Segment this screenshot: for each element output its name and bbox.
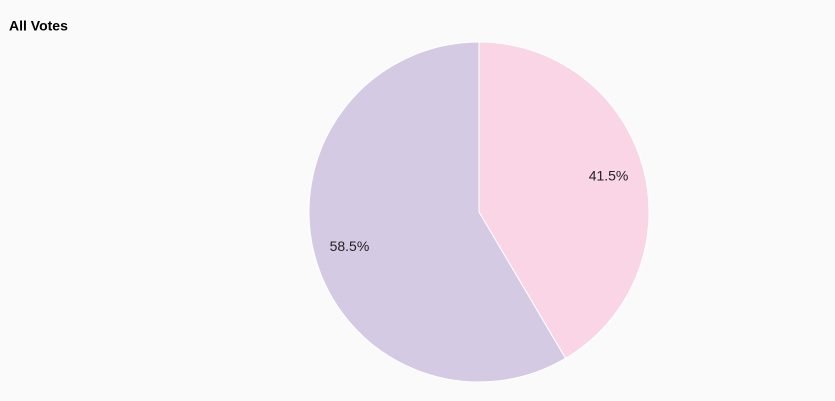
slice-label: 41.5% xyxy=(589,167,629,183)
pie-slice xyxy=(308,41,567,383)
chart-title: All Votes xyxy=(9,18,68,34)
slice-label: 58.5% xyxy=(330,238,370,254)
pie-slice xyxy=(478,41,650,360)
